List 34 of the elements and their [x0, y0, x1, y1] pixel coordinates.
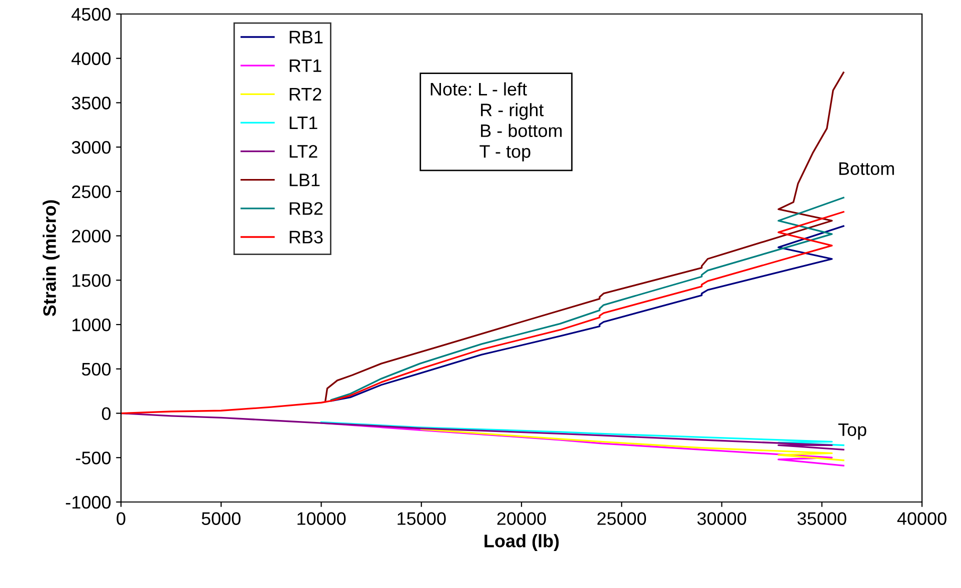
- y-tick-label: 3000: [72, 141, 111, 154]
- y-tick-label: 1500: [72, 274, 111, 287]
- legend-label: RB2: [290, 202, 323, 215]
- y-tick-label: 4500: [72, 8, 111, 21]
- y-tick-label: 3500: [72, 96, 111, 110]
- annotation: Top: [838, 423, 866, 440]
- y-tick-label: 500: [82, 362, 111, 376]
- x-axis-title: Load (lb): [484, 534, 559, 551]
- y-tick-label: 1000: [72, 318, 111, 332]
- x-tick-label: 30000: [697, 512, 746, 525]
- legend-label: LB1: [290, 174, 320, 186]
- legend-label: LT2: [290, 144, 318, 158]
- x-tick-label: 35000: [797, 512, 846, 525]
- x-tick-label: 15000: [398, 512, 446, 525]
- x-tick-label: 0: [116, 512, 126, 525]
- y-tick-label: 4000: [72, 52, 111, 66]
- x-tick-label: 25000: [597, 512, 646, 525]
- y-axis-title: Strain (micro): [42, 200, 60, 316]
- x-tick-label: 40000: [897, 512, 946, 525]
- x-tick-label: 10000: [298, 512, 346, 525]
- legend-label: RB3: [290, 230, 323, 244]
- annotation: Bottom: [839, 162, 894, 176]
- y-tick-label: 0: [102, 407, 111, 420]
- legend-label: RT1: [290, 59, 322, 72]
- x-tick-label: 20000: [497, 512, 546, 525]
- y-tick-label: -500: [76, 452, 111, 464]
- x-tick-label: 5000: [202, 512, 241, 525]
- annotation: Note: L - left R - right B - bottom T - top: [430, 82, 562, 162]
- legend-label: RT2: [290, 88, 322, 100]
- y-tick-label: -1000: [66, 496, 111, 509]
- y-tick-label: 2000: [72, 230, 111, 243]
- legend-label: RB1: [290, 30, 323, 44]
- legend-label: LT1: [290, 116, 318, 130]
- y-tick-label: 2500: [72, 185, 111, 198]
